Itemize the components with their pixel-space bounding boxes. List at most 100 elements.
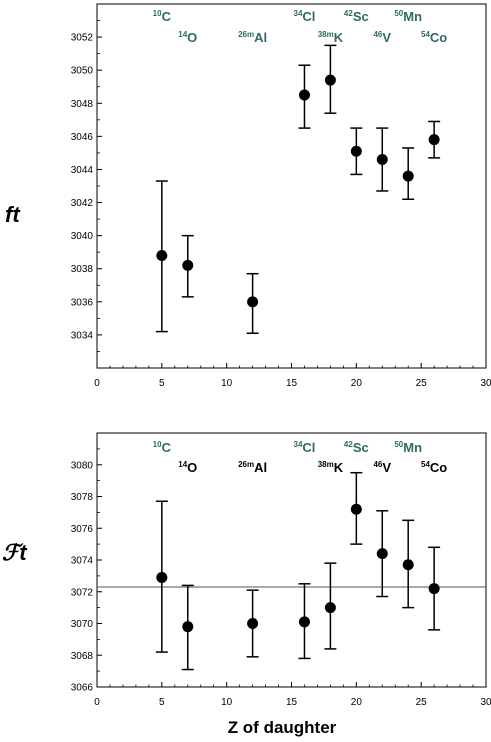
nuclide-mass: 26m <box>238 460 254 469</box>
nuclide-label-sc: 42Sc <box>344 9 369 24</box>
data-point-bottom <box>350 471 363 545</box>
nuclide-label-mn: 50Mn <box>394 9 422 24</box>
marker <box>156 249 168 261</box>
data-point-bottom <box>376 510 389 598</box>
nuclide-label-al: 26mAl <box>238 30 267 45</box>
marker <box>182 259 194 271</box>
nuclide-label-co: 54Co <box>421 30 447 45</box>
marker <box>156 571 168 583</box>
y-tick-label-bottom: 3072 <box>71 587 94 598</box>
data-point-bottom <box>428 546 441 631</box>
x-tick-label-top: 5 <box>159 378 165 389</box>
nuclide-label-k: 38mK <box>318 460 344 475</box>
nuclide-label-sc: 42Sc <box>344 440 369 455</box>
data-point-top <box>155 180 168 333</box>
nuclide-label-v: 46V <box>373 460 391 475</box>
x-tick-label-top: 0 <box>94 378 100 389</box>
nuclide-label-v: 46V <box>373 30 391 45</box>
y-axis-label-top: ft <box>5 202 21 227</box>
marker <box>376 154 388 166</box>
chart-top: 0 5 10 15 20 25 30 3034 3036 3038 3040 3042 3044 3046… <box>5 3 491 389</box>
marker <box>350 145 362 157</box>
nuclide-symbol: Co <box>430 460 447 475</box>
nuclide-symbol: Cl <box>302 440 315 455</box>
x-tick-label-top: 20 <box>351 378 363 389</box>
nuclide-label-cl: 34Cl <box>294 440 316 455</box>
nuclide-mass: 34 <box>294 440 303 449</box>
x-tick-label-bottom: 10 <box>221 697 233 708</box>
nuclide-symbol: Mn <box>403 9 422 24</box>
y-tick-label-bottom: 3076 <box>71 524 94 535</box>
nuclide-mass: 50 <box>394 9 403 18</box>
plot-frame-top <box>96 3 487 369</box>
nuclide-mass: 10 <box>153 9 162 18</box>
marker <box>324 602 336 614</box>
data-point-top <box>402 147 415 200</box>
y-tick-label-bottom: 3078 <box>71 492 94 503</box>
nuclide-mass: 38m <box>318 460 334 469</box>
x-tick-label-bottom: 0 <box>94 697 100 708</box>
plot-frame-bottom <box>96 432 487 688</box>
y-tick-label-top: 3038 <box>71 264 94 275</box>
x-tick-label-top: 15 <box>286 378 298 389</box>
y-tick-label-top: 3042 <box>71 198 94 209</box>
nuclide-label-o: 14O <box>178 460 197 475</box>
x-axis-label: Z of daughter <box>228 718 337 737</box>
nuclide-symbol: Co <box>430 30 447 45</box>
data-point-bottom <box>181 584 194 671</box>
data-point-bottom <box>246 589 259 658</box>
x-tick-label-top: 10 <box>221 378 233 389</box>
x-tick-label-top: 30 <box>480 378 491 389</box>
data-point-top <box>181 234 194 298</box>
y-tick-label-bottom: 3070 <box>71 619 94 630</box>
nuclide-mass: 14 <box>178 460 187 469</box>
nuclide-mass: 10 <box>153 440 162 449</box>
nuclide-symbol: Al <box>254 460 267 475</box>
marker <box>428 583 440 595</box>
marker <box>350 503 362 515</box>
nuclide-symbol: K <box>334 30 344 45</box>
nuclide-label-co: 54Co <box>421 460 447 475</box>
y-tick-label-bottom: 3080 <box>71 460 94 471</box>
x-tick-label-bottom: 30 <box>480 697 491 708</box>
y-tick-label-top: 3052 <box>71 33 94 44</box>
y-tick-label-bottom: 3074 <box>71 556 94 567</box>
chart-bottom: 0 5 10 15 20 25 30 3066 3068 3070 3072 3074 3076 3078… <box>2 432 491 737</box>
nuclide-symbol: C <box>162 9 172 24</box>
x-tick-label-bottom: 15 <box>286 697 298 708</box>
x-tick-label-bottom: 5 <box>159 697 165 708</box>
nuclide-symbol: V <box>382 460 391 475</box>
nuclide-symbol: K <box>334 460 344 475</box>
marker <box>247 296 259 308</box>
data-points-top <box>155 44 441 335</box>
nuclide-mass: 42 <box>344 440 353 449</box>
marker <box>298 616 310 628</box>
nuclide-symbol: O <box>187 30 197 45</box>
nuclide-mass: 14 <box>178 30 187 39</box>
data-point-bottom <box>324 562 337 650</box>
marker <box>428 134 440 146</box>
marker <box>324 74 336 86</box>
nuclide-symbol: C <box>162 440 172 455</box>
nuclide-label-mn: 50Mn <box>394 440 422 455</box>
nuclide-symbol: Mn <box>403 440 422 455</box>
data-point-top <box>376 127 389 192</box>
y-tick-label-top: 3048 <box>71 99 94 110</box>
y-tick-label-bottom: 3066 <box>71 683 94 694</box>
y-tick-label-bottom: 3068 <box>71 651 94 662</box>
nuclide-label-o: 14O <box>178 30 197 45</box>
axes-top: 0 5 10 15 20 25 30 3034 3036 3038 3040 3042 3044 3046… <box>71 20 491 389</box>
data-point-bottom <box>402 519 415 609</box>
nuclide-label-c: 10C <box>153 440 172 455</box>
data-point-top <box>324 44 337 114</box>
y-tick-label-top: 3044 <box>71 165 94 176</box>
data-point-top <box>350 127 363 176</box>
nuclide-symbol: Cl <box>302 9 315 24</box>
y-tick-label-top: 3050 <box>71 66 94 77</box>
marker <box>376 548 388 560</box>
marker <box>402 170 414 182</box>
nuclide-label-k: 38mK <box>318 30 344 45</box>
axes-bottom: 0 5 10 15 20 25 30 3066 3068 3070 3072 3074 3076 3078… <box>71 448 491 708</box>
nuclide-symbol: O <box>187 460 197 475</box>
